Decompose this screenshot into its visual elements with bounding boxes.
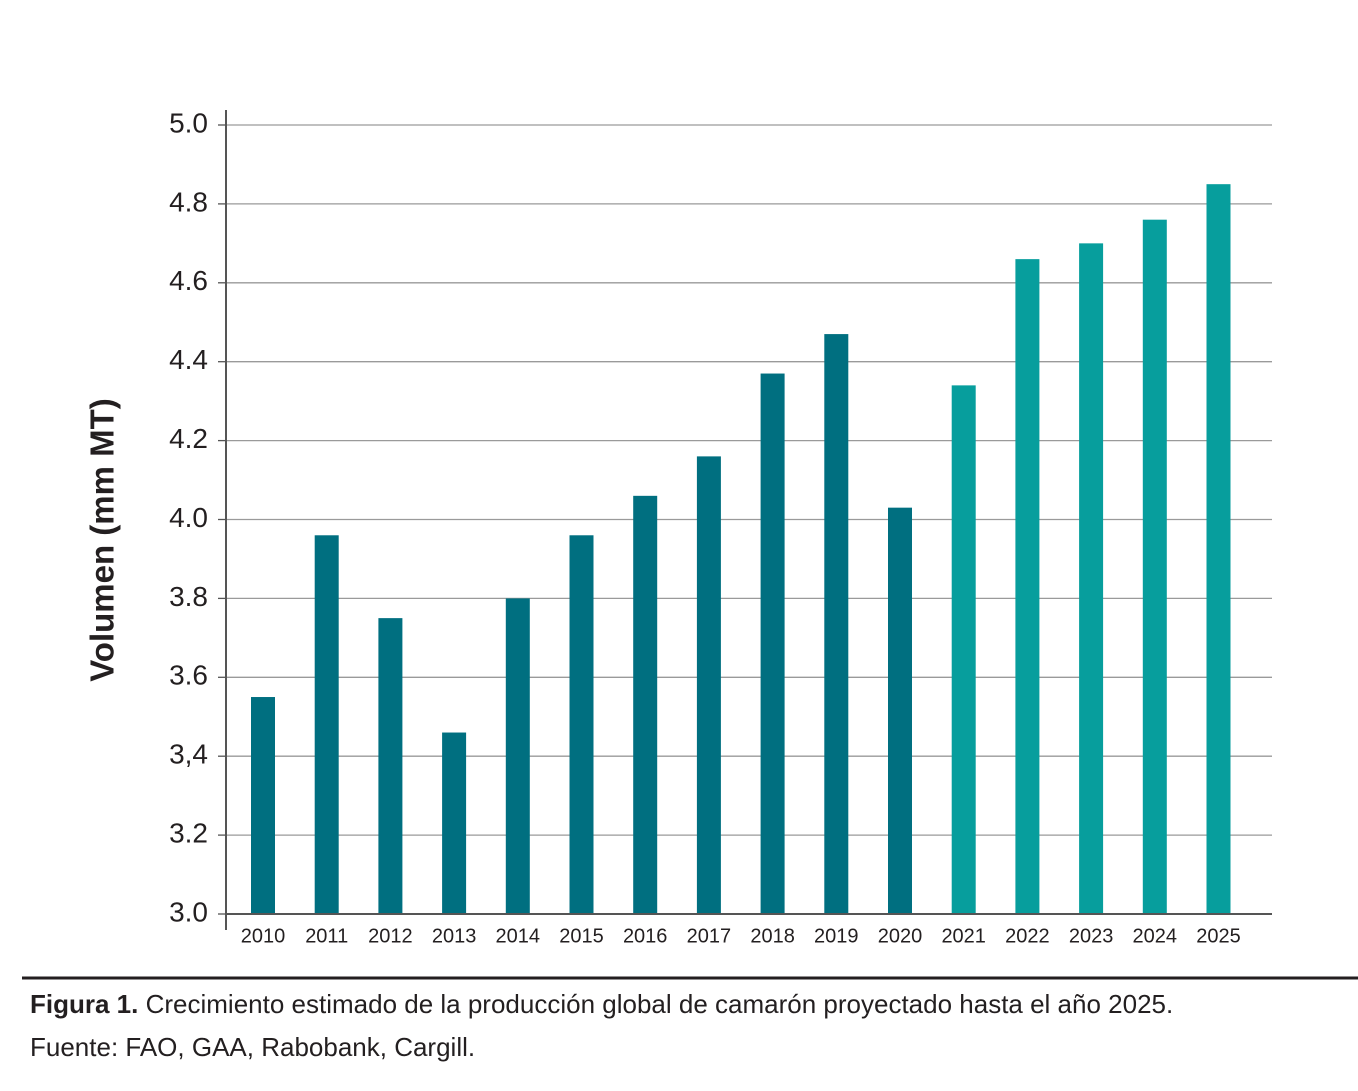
x-tick-label: 2023 bbox=[1069, 925, 1114, 947]
bar bbox=[569, 535, 594, 914]
x-tick-label: 2019 bbox=[814, 925, 859, 947]
y-tick-label: 4.4 bbox=[169, 344, 208, 375]
x-tick-label: 2013 bbox=[432, 925, 477, 947]
x-tick-label: 2016 bbox=[623, 925, 668, 947]
y-tick-label: 3.2 bbox=[169, 817, 208, 848]
y-tick-label: 3.0 bbox=[169, 896, 208, 927]
bar bbox=[696, 456, 721, 914]
y-axis-label: Volumen (mm MT) bbox=[84, 398, 121, 682]
x-tick-label: 2015 bbox=[559, 925, 604, 947]
bar bbox=[1015, 259, 1040, 914]
bar bbox=[760, 373, 785, 914]
y-tick-label: 3.6 bbox=[169, 660, 208, 691]
x-tick-label: 2022 bbox=[1005, 925, 1050, 947]
x-tick-label: 2025 bbox=[1196, 925, 1241, 947]
caption: Figura 1. Crecimiento estimado de la pro… bbox=[30, 989, 1173, 1019]
y-tick-label: 5.0 bbox=[169, 107, 208, 138]
bar bbox=[251, 697, 275, 914]
caption-text: Crecimiento estimado de la producción gl… bbox=[146, 989, 1174, 1019]
bar bbox=[378, 618, 403, 914]
caption-source: Fuente: FAO, GAA, Rabobank, Cargill. bbox=[30, 1032, 475, 1062]
bar bbox=[951, 385, 976, 914]
y-tick-label: 4.0 bbox=[169, 502, 208, 533]
bar bbox=[1142, 219, 1167, 914]
bar bbox=[314, 535, 339, 914]
bar bbox=[442, 732, 467, 914]
y-tick-label: 4.8 bbox=[169, 186, 208, 217]
bar bbox=[888, 507, 912, 914]
x-tick-label: 2011 bbox=[305, 925, 348, 947]
bar bbox=[1206, 184, 1231, 915]
x-tick-label: 2024 bbox=[1133, 925, 1178, 947]
x-tick-label: 2012 bbox=[368, 925, 413, 947]
x-tick-label: 2021 bbox=[941, 925, 986, 947]
caption-label: Figura 1. bbox=[30, 989, 138, 1019]
x-tick-label: 2014 bbox=[496, 925, 541, 947]
x-tick-label: 2020 bbox=[878, 925, 923, 947]
y-tick-label: 4.2 bbox=[169, 423, 208, 454]
x-tick-label: 2018 bbox=[750, 925, 795, 947]
bar bbox=[1079, 243, 1104, 915]
y-tick-label: 4.6 bbox=[169, 265, 208, 296]
x-tick-label: 2017 bbox=[687, 925, 732, 947]
x-tick-label: 2010 bbox=[241, 925, 286, 947]
y-tick-label: 3.8 bbox=[169, 581, 208, 612]
y-tick-label: 3,4 bbox=[169, 739, 208, 770]
bar bbox=[505, 598, 530, 914]
bar bbox=[633, 495, 658, 914]
bar bbox=[824, 334, 849, 915]
